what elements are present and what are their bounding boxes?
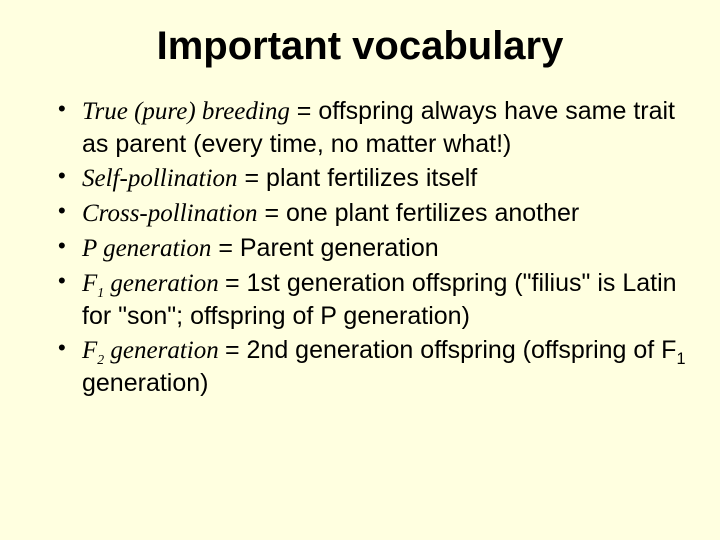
term: Cross-pollination [82,200,258,227]
term: True (pure) breeding [82,98,290,125]
definition: = Parent generation [211,234,438,262]
definition: = plant fertilizes itself [238,164,478,192]
list-item: F1 generation = 1st generation offspring… [58,267,692,332]
list-item: True (pure) breeding = offspring always … [58,95,692,160]
list-item: F2 generation = 2nd generation offspring… [58,334,692,399]
vocab-list: True (pure) breeding = offspring always … [28,95,692,399]
term: F1 generation [82,270,225,297]
definition: = one plant fertilizes another [258,199,580,227]
list-item: P generation = Parent generation [58,232,692,265]
term: F2 generation [82,337,225,364]
list-item: Cross-pollination = one plant fertilizes… [58,197,692,230]
list-item: Self-pollination = plant fertilizes itse… [58,162,692,195]
page-title: Important vocabulary [28,24,692,69]
term: Self-pollination [82,165,238,192]
term: P generation [82,235,211,262]
